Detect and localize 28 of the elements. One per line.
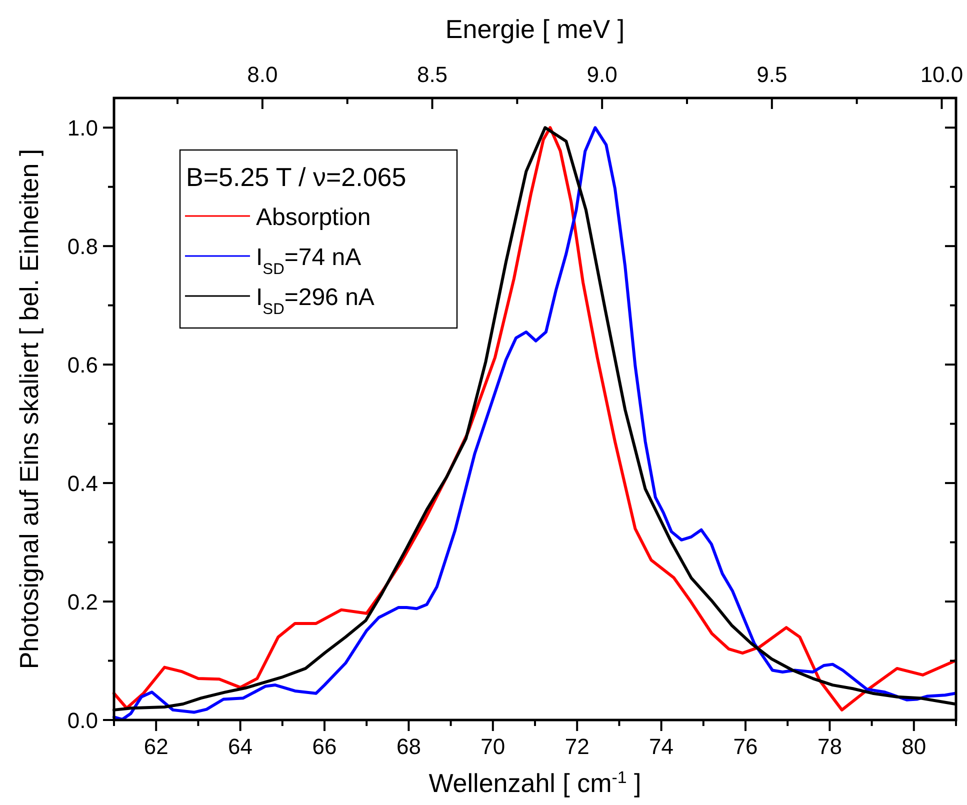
y-tick-label: 0.4 xyxy=(67,471,98,496)
x-tick-label: 78 xyxy=(817,734,842,759)
legend-title: B=5.25 T / ν=2.065 xyxy=(186,162,406,192)
y-tick-label: 0.8 xyxy=(67,234,98,260)
legend-label: Absorption xyxy=(256,204,371,231)
legend-label: I$_{SD}$=296 nA xyxy=(256,284,374,318)
x2-tick-label: 8.5 xyxy=(416,62,448,87)
x-tick-label: 80 xyxy=(902,734,926,759)
x-axis-title: Wellenzahl [ cm$^{-1}$ ] xyxy=(428,768,642,798)
x-tick-label: 66 xyxy=(312,734,337,759)
x2-axis-title: Energie [ meV ] xyxy=(445,14,625,44)
y-tick-label: 0.2 xyxy=(67,590,98,615)
legend-label: I$_{SD}$=74 nA xyxy=(256,244,362,278)
x2-tick-label: 10.0 xyxy=(920,62,964,87)
y-axis-title: Photosignal auf Eins skaliert [ bel. Einheiten ] xyxy=(14,148,44,670)
x-tick-label: 62 xyxy=(144,734,168,759)
x-tick-label: 64 xyxy=(228,734,253,759)
x-tick-label: 72 xyxy=(564,734,590,759)
x-tick-label: 68 xyxy=(396,734,421,759)
y-tick-label: 1.0 xyxy=(67,116,98,141)
y-tick-label: 0.0 xyxy=(67,708,98,733)
x-tick-label: 70 xyxy=(480,734,506,759)
x2-tick-label: 9.5 xyxy=(756,62,788,87)
x2-tick-label: 9.0 xyxy=(586,62,618,87)
x2-tick-label: 8.0 xyxy=(247,62,278,87)
y-tick-label: 0.6 xyxy=(67,352,98,378)
x-tick-label: 74 xyxy=(649,734,674,759)
x-tick-label: 76 xyxy=(733,734,758,759)
